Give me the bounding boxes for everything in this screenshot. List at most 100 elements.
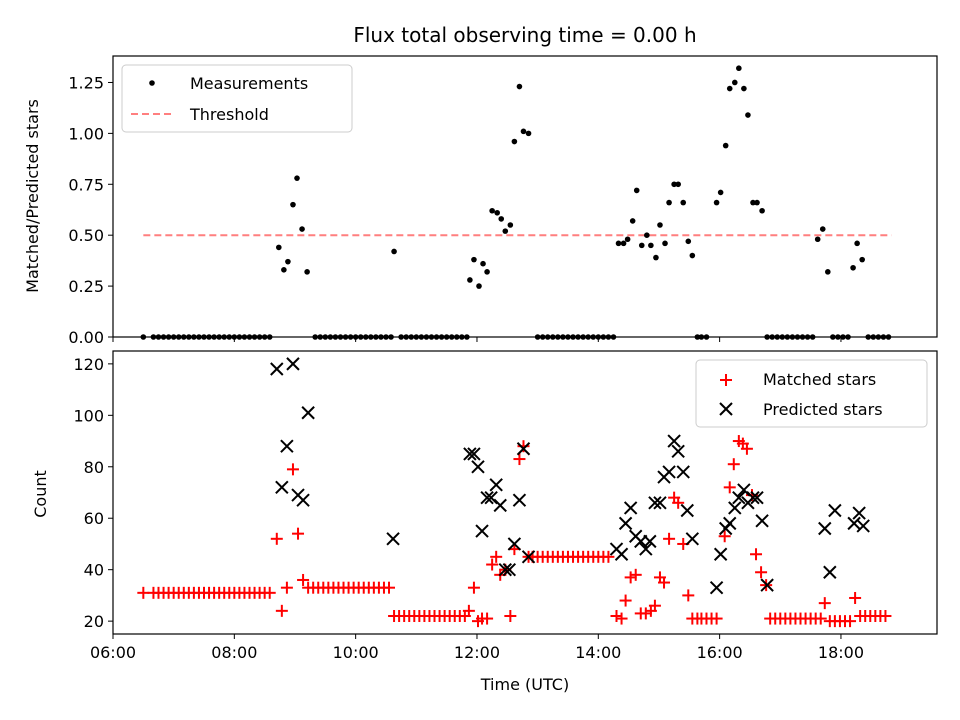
- matched-star-point: [682, 589, 695, 602]
- predicted-star-point: [623, 501, 638, 515]
- measurement-point: [633, 187, 640, 194]
- predicted-star-point: [750, 490, 764, 505]
- predicted-star-point: [301, 406, 315, 420]
- predicted-star-point: [662, 465, 676, 479]
- measurement-point: [489, 207, 495, 214]
- legend-predicted-label: Predicted stars: [763, 400, 883, 419]
- predicted-star-point: [732, 490, 746, 505]
- measurement-point: [304, 269, 310, 275]
- measurement-point: [285, 258, 291, 265]
- predicted-star-point: [728, 501, 742, 515]
- measurement-point: [726, 85, 733, 92]
- measurement-point: [502, 228, 509, 234]
- matched-star-point: [658, 576, 671, 589]
- measurement-point: [480, 260, 486, 267]
- matched-star-point: [718, 530, 731, 543]
- measurement-point: [620, 240, 627, 247]
- measurement-point: [516, 83, 523, 90]
- predicted-star-point: [643, 534, 657, 549]
- measurement-point: [680, 199, 687, 206]
- predicted-star-point: [480, 490, 494, 505]
- matched-star-point: [486, 558, 499, 571]
- measurement-point: [825, 269, 831, 275]
- matched-star-point: [624, 571, 637, 584]
- top-plot-frame: [112, 55, 938, 338]
- predicted-star-point: [618, 516, 633, 531]
- bottom-x-tick-label: 06:00: [90, 643, 136, 662]
- matched-star-point: [292, 527, 305, 540]
- predicted-star-point: [709, 580, 724, 595]
- matched-star-point: [727, 458, 740, 471]
- matched-star-point: [629, 568, 642, 581]
- matched-star-point: [610, 609, 623, 622]
- measurement-point: [290, 201, 296, 208]
- top-legend-box: [121, 64, 353, 133]
- legend-predicted-marker: [719, 402, 733, 416]
- measurement-point: [859, 256, 865, 263]
- measurement-point: [717, 189, 724, 196]
- predicted-star-point: [614, 547, 629, 561]
- predicted-star-point: [463, 447, 477, 461]
- predicted-star-point: [270, 362, 284, 376]
- matched-star-point: [286, 463, 299, 476]
- measurement-point: [745, 112, 751, 118]
- top-y-axis-label: Matched/Predicted stars: [23, 99, 42, 293]
- matched-star-point: [602, 550, 615, 563]
- bottom-x-tick-label: 18:00: [818, 643, 864, 662]
- matched-star-point: [513, 453, 526, 466]
- measurement-point: [854, 240, 860, 247]
- bottom-plot-marks: [137, 357, 892, 628]
- matched-star-point: [270, 532, 283, 545]
- matched-star-point: [672, 496, 685, 509]
- top-y-tick-label: 0.75: [68, 175, 104, 194]
- matched-star-point: [383, 581, 396, 594]
- matched-star-point: [663, 532, 676, 545]
- predicted-star-point: [275, 480, 289, 495]
- predicted-star-point: [760, 578, 774, 592]
- measurement-point: [467, 277, 473, 283]
- predicted-star-point: [653, 496, 667, 510]
- predicted-star-point: [475, 524, 489, 538]
- top-y-tick-label: 1.00: [68, 124, 104, 143]
- measurement-point: [520, 128, 527, 135]
- matched-star-point: [462, 604, 475, 617]
- measurement-point: [638, 242, 645, 249]
- predicted-star-point: [713, 547, 728, 561]
- predicted-star-point: [852, 506, 866, 520]
- bottom-plot-frame: [112, 350, 938, 635]
- predicted-star-point: [489, 478, 503, 492]
- legend-threshold-label: Threshold: [189, 105, 269, 124]
- measurement-point: [741, 85, 747, 92]
- predicted-star-point: [502, 562, 517, 577]
- bottom-axis-ticks: 20 40 60 80 100 120 06:00 08:00 10:00 12:00 14:00 1…: [73, 355, 864, 662]
- predicted-star-point: [847, 516, 861, 531]
- matched-star-point: [814, 612, 827, 625]
- bottom-y-tick-label: 100: [73, 406, 104, 425]
- measurement-point: [615, 240, 622, 247]
- matched-star-point: [740, 442, 753, 455]
- matched-star-point: [275, 604, 288, 617]
- measurement-point: [648, 242, 654, 249]
- top-y-tick-label: 0.25: [68, 277, 104, 296]
- matched-star-point: [280, 581, 293, 594]
- predicted-star-point: [507, 537, 522, 551]
- measurement-point: [653, 254, 659, 261]
- predicted-star-point: [296, 493, 310, 507]
- bottom-y-tick-label: 60: [84, 509, 104, 528]
- legend-measurements-marker: [149, 80, 155, 86]
- predicted-star-point: [667, 434, 681, 448]
- matched-star-point: [723, 481, 736, 494]
- bottom-x-tick-label: 16:00: [697, 643, 743, 662]
- predicted-star-point: [512, 493, 527, 507]
- bottom-x-tick-label: 08:00: [211, 643, 257, 662]
- matched-star-point: [648, 599, 661, 612]
- matched-star-point: [504, 609, 517, 622]
- predicted-star-point: [521, 550, 536, 564]
- predicted-star-point: [280, 439, 294, 453]
- matched-star-point: [818, 597, 831, 610]
- matched-star-point: [481, 612, 494, 625]
- predicted-star-point: [498, 562, 512, 577]
- measurement-point: [657, 222, 663, 228]
- measurement-point: [814, 236, 821, 243]
- predicted-star-point: [471, 460, 485, 474]
